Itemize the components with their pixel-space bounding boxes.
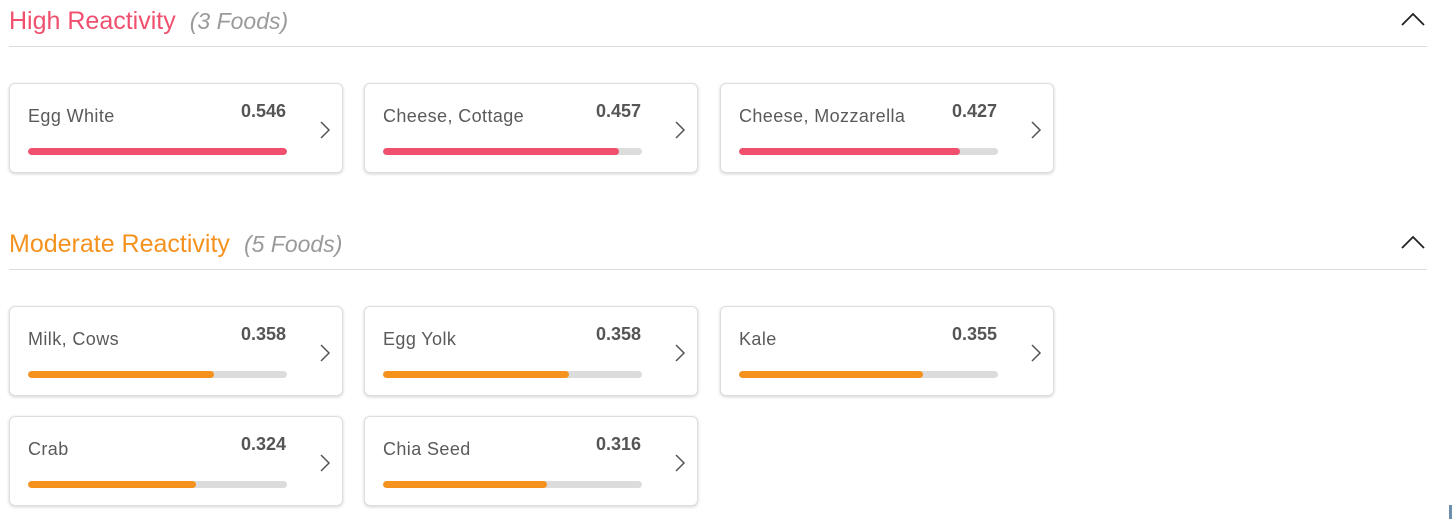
reactivity-score: 0.324 [240,434,286,454]
reactivity-score: 0.316 [595,434,641,454]
reactivity-score: 0.427 [951,101,997,121]
food-name: Kale [739,329,777,349]
chevron-right-icon[interactable] [1029,343,1043,363]
score-bar-track [28,148,287,155]
food-name: Egg White [28,106,115,126]
chevron-up-icon[interactable] [1399,229,1427,257]
score-bar-track [28,481,287,488]
section-title: High Reactivity (3 Foods) [9,6,288,36]
score-bar-fill [28,148,287,155]
food-card[interactable]: Cheese, Mozzarella 0.427 [720,83,1054,173]
food-card[interactable]: Kale 0.355 [720,306,1054,396]
score-bar-track [28,371,287,378]
food-name: Crab [28,439,69,459]
food-card[interactable]: Egg White 0.546 [9,83,343,173]
reactivity-score: 0.457 [595,101,641,121]
score-bar-track [383,481,642,488]
chevron-right-icon[interactable] [318,343,332,363]
chevron-up-icon[interactable] [1399,6,1427,34]
food-card[interactable]: Crab 0.324 [9,416,343,506]
score-bar-fill [739,371,923,378]
section-food-count: (5 Foods) [243,231,343,257]
score-bar-track [383,148,642,155]
chevron-right-icon[interactable] [673,120,687,140]
section-food-count: (3 Foods) [189,8,289,34]
score-bar-fill [383,481,548,488]
section-header[interactable]: High Reactivity (3 Foods) [9,0,1427,47]
section-title-text: Moderate Reactivity [9,230,230,258]
score-bar-fill [28,371,215,378]
food-name: Cheese, Cottage [383,106,525,126]
score-bar-fill [28,481,197,488]
section-high-reactivity: High Reactivity (3 Foods) Egg White 0.546 Ch… [9,0,1427,173]
food-name: Chia Seed [383,439,471,459]
score-bar-track [383,371,642,378]
food-card[interactable]: Egg Yolk 0.358 [364,306,698,396]
score-bar-track [739,148,998,155]
reactivity-score: 0.358 [595,324,641,344]
score-bar-track [739,371,998,378]
chevron-right-icon[interactable] [318,120,332,140]
chevron-right-icon[interactable] [318,453,332,473]
chevron-right-icon[interactable] [1029,120,1043,140]
food-card[interactable]: Chia Seed 0.316 [364,416,698,506]
reactivity-score: 0.358 [240,324,286,344]
reactivity-score: 0.355 [951,324,997,344]
section-title: Moderate Reactivity (5 Foods) [9,229,342,259]
food-card[interactable]: Milk, Cows 0.358 [9,306,343,396]
section-header[interactable]: Moderate Reactivity (5 Foods) [9,223,1427,270]
scrollbar-edge[interactable] [1449,505,1452,519]
score-bar-fill [739,148,961,155]
reactivity-score: 0.546 [240,101,286,121]
food-name: Egg Yolk [383,329,457,349]
food-name: Cheese, Mozzarella [739,106,906,126]
food-card[interactable]: Cheese, Cottage 0.457 [364,83,698,173]
chevron-right-icon[interactable] [673,343,687,363]
chevron-right-icon[interactable] [673,453,687,473]
score-bar-fill [383,148,619,155]
food-name: Milk, Cows [28,329,120,349]
section-title-text: High Reactivity [9,7,176,35]
section-moderate-reactivity: Moderate Reactivity (5 Foods) Milk, Cows 0.… [9,223,1427,506]
score-bar-fill [383,371,570,378]
